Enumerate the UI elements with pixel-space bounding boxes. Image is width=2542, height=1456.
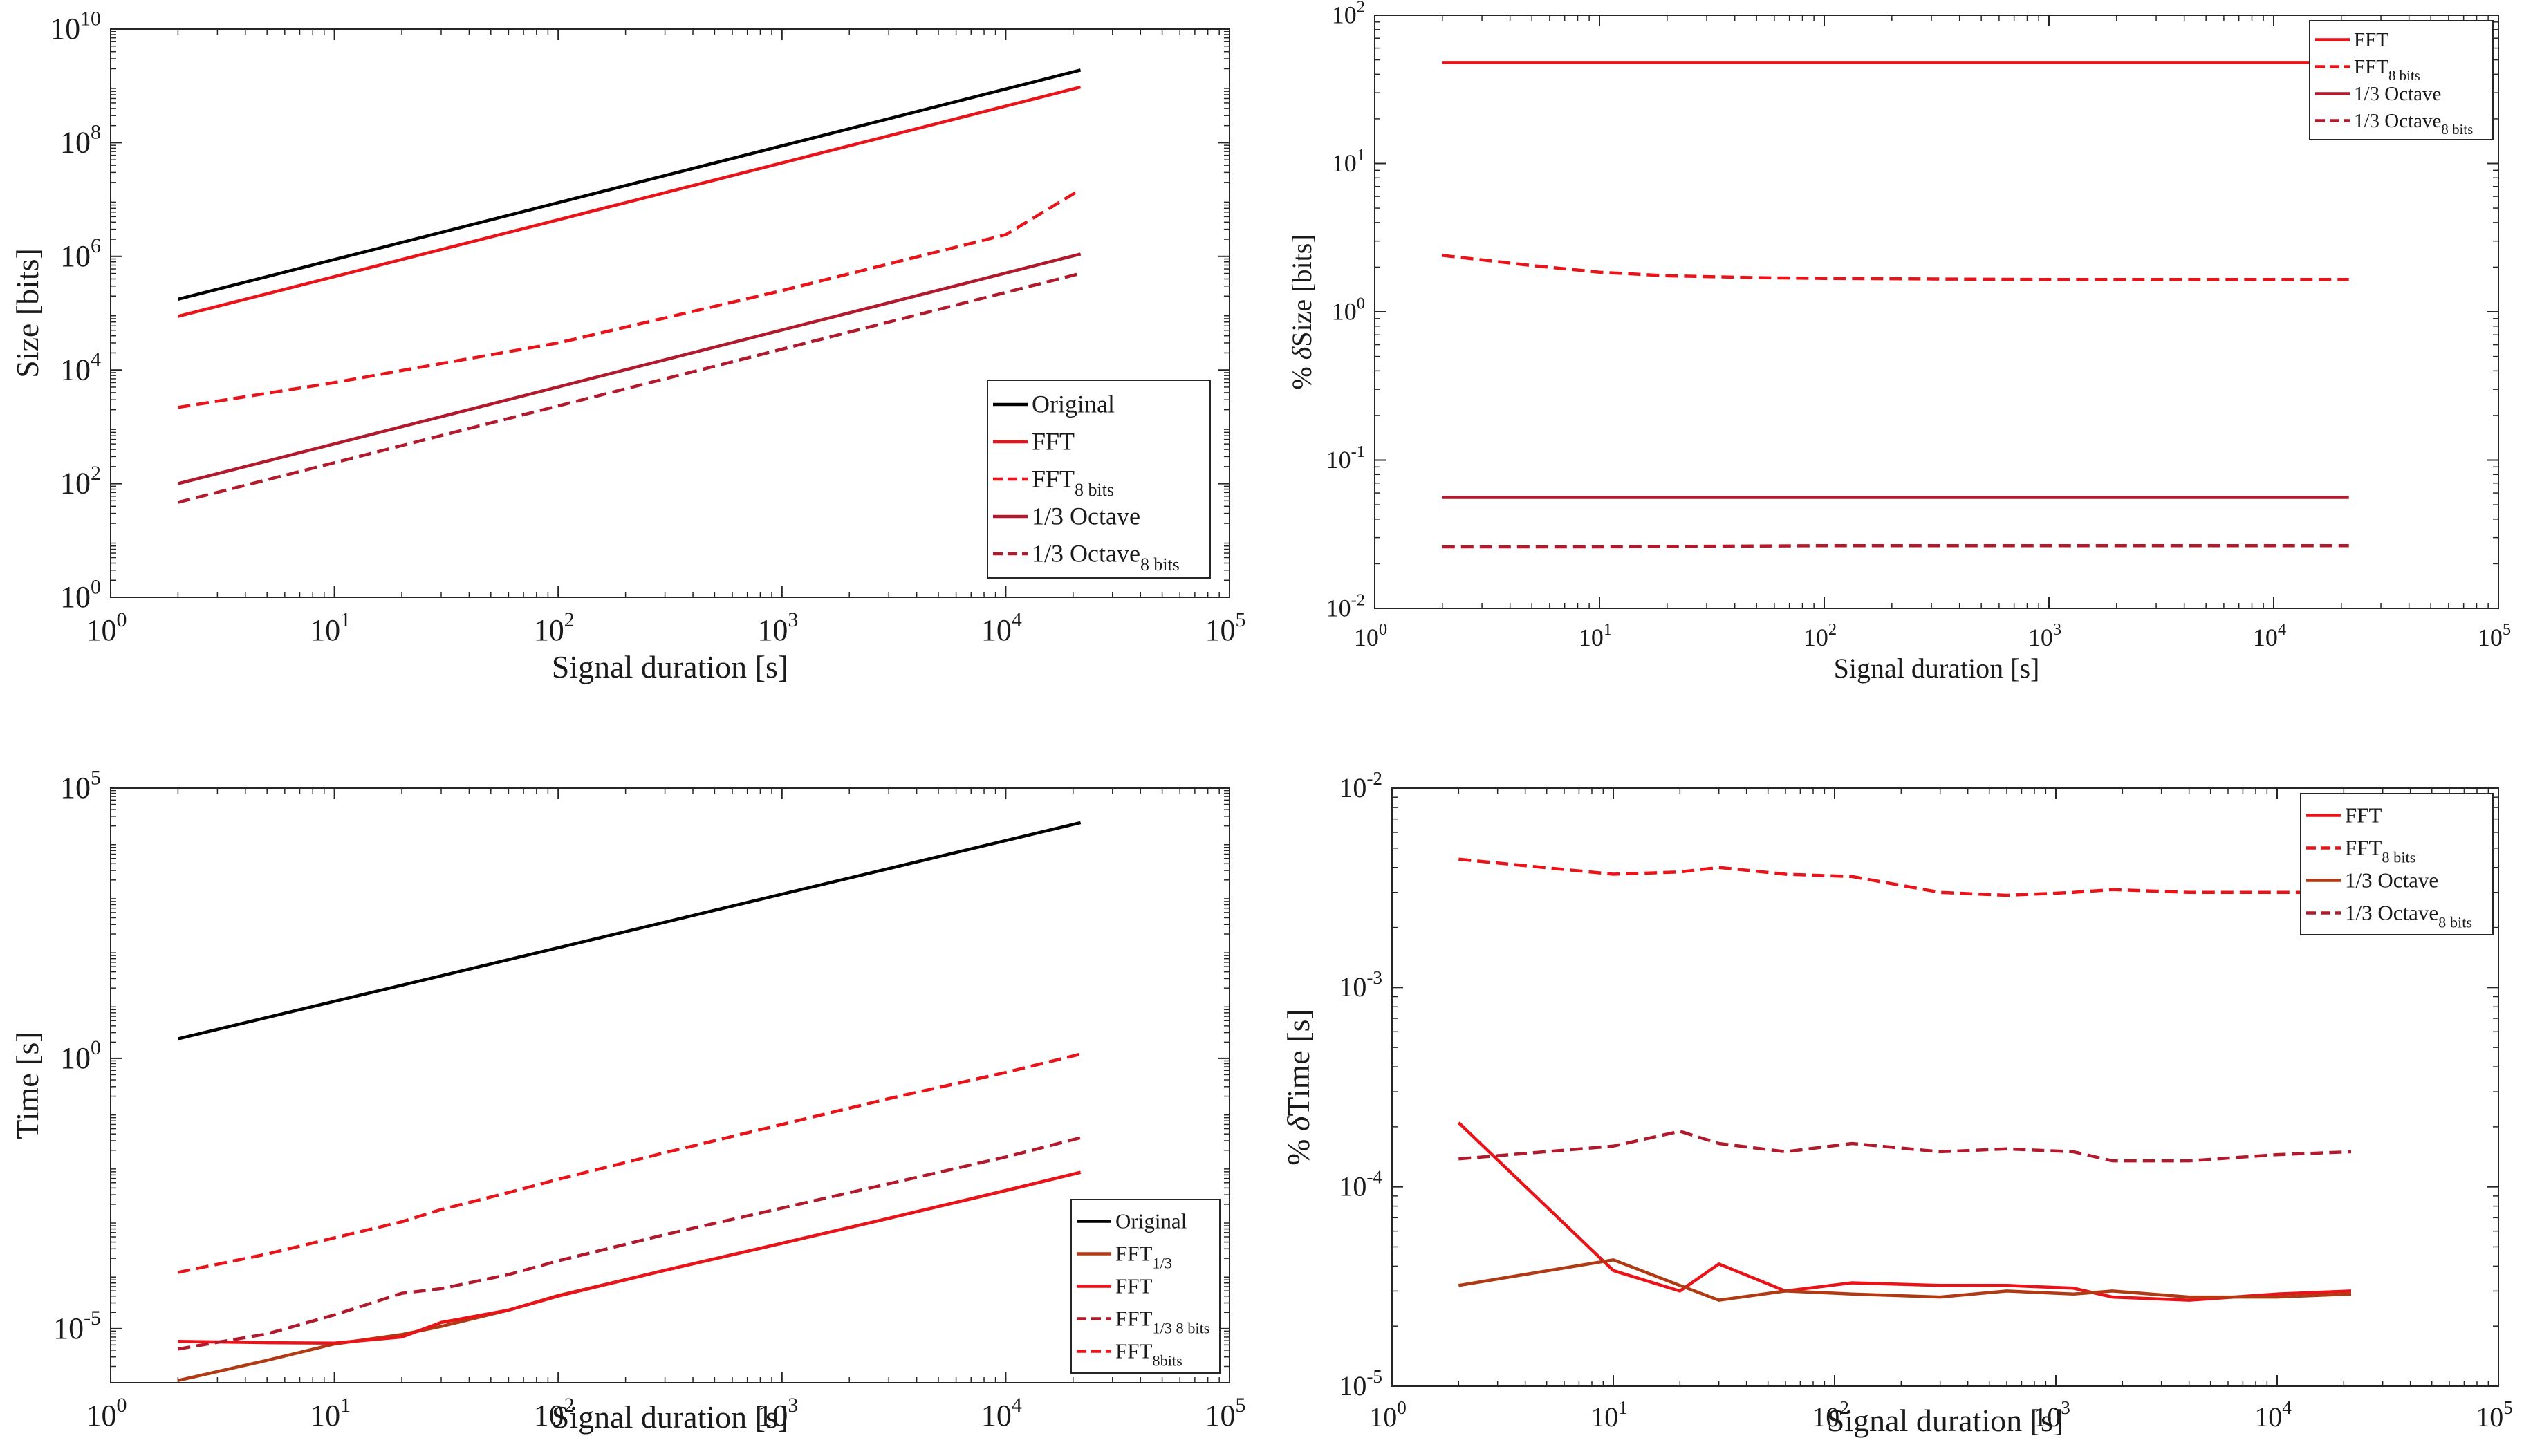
x-tick-label: 102 [534, 608, 575, 647]
y-tick-label: 10-1 [1326, 442, 1365, 474]
chart-size-svg: 100 101 102 103 104 105 100 102 104 106 108 1010 Sig… [10, 7, 1246, 684]
chart-delta-size: 100 101 102 103 104 105 10-2 10-1 100 101 102 Signa… [1271, 0, 2542, 712]
legend-label: 1/3 Octave [1032, 503, 1140, 530]
legend-label: FFT8bits [1115, 1338, 1182, 1369]
y-tick-label: 100 [60, 575, 101, 614]
legend-label: Original [1032, 391, 1115, 418]
legend-label: FFT [2354, 29, 2388, 51]
chart-time: 100 101 102 103 104 105 10-5 100 105 Signal durat… [0, 726, 1271, 1453]
series-line [1458, 1258, 2352, 1302]
y-tick-label: 10-2 [1326, 590, 1365, 622]
series-line [178, 188, 1082, 409]
series-line [177, 821, 1082, 1040]
x-tick-label: 101 [310, 1394, 351, 1432]
y-tick-label: 108 [60, 121, 101, 160]
legend-label: 1/3 Octave8 bits [2354, 110, 2473, 138]
legend-label: FFT1/3 [1115, 1241, 1172, 1271]
legend-label: 1/3 Octave8 bits [1032, 540, 1180, 575]
x-tick-label: 104 [2253, 620, 2286, 651]
series-line [177, 1052, 1082, 1274]
legend-label: FFT [1032, 428, 1075, 456]
y-tick-label: 104 [60, 348, 101, 386]
x-axis-label: Signal duration [s] [1827, 1403, 2063, 1438]
chart-delta-time: 100 101 102 103 104 105 10-5 10-4 10-3 10-2 Signal… [1271, 726, 2542, 1453]
x-tick-label: 105 [1205, 1394, 1246, 1432]
series-line [1458, 1130, 2352, 1163]
x-axis-label: Signal duration [s] [552, 649, 788, 684]
legend-label: FFT8 bits [2345, 835, 2415, 866]
legend-label: 1/3 Octave8 bits [2345, 900, 2472, 931]
y-tick-label: 106 [60, 234, 101, 273]
x-tick-label: 105 [1205, 608, 1246, 647]
legend-label: FFT [1115, 1273, 1152, 1298]
x-tick-label: 102 [1803, 620, 1837, 651]
y-tick-label: 100 [60, 1036, 101, 1075]
y-tick-label: 10-4 [1339, 1166, 1382, 1202]
legend-label: 1/3 Octave [2345, 868, 2438, 892]
y-tick-label: 101 [1332, 146, 1365, 177]
series-line [178, 1170, 1082, 1345]
legend-box [2300, 793, 2494, 935]
chart-delta-time-svg: 100 101 102 103 104 105 10-5 10-4 10-3 10-2 Signal… [1281, 768, 2513, 1438]
x-axis-label: Signal duration [s] [1834, 653, 2040, 684]
x-tick-label: 103 [757, 1394, 798, 1432]
y-tick-label: 102 [60, 462, 101, 501]
legend-label: FFT [2345, 803, 2382, 827]
legend-label: FFT8 bits [2354, 56, 2420, 84]
x-tick-label: 103 [757, 608, 798, 647]
y-axis-label: % δSize [bits] [1286, 234, 1317, 389]
y-tick-label: 10-5 [53, 1307, 101, 1345]
y-tick-label: 10-2 [1339, 768, 1382, 803]
y-tick-label: 10-3 [1339, 967, 1382, 1002]
chart-time-svg: 100 101 102 103 104 105 10-5 100 105 Signal durat… [10, 766, 1246, 1435]
series-line [1458, 857, 2351, 897]
axes-box [110, 787, 1230, 1383]
series-line [177, 68, 1082, 301]
x-tick-label: 102 [534, 1394, 575, 1432]
y-axis-label: Time [s] [10, 1032, 45, 1139]
y-axis-label: Size [bits] [10, 248, 45, 378]
x-tick-label: 100 [1369, 1397, 1407, 1432]
y-tick-label: 102 [1332, 0, 1365, 29]
y-tick-label: 10-5 [1339, 1366, 1382, 1401]
y-tick-label: 100 [1332, 294, 1365, 325]
x-tick-label: 100 [1354, 620, 1387, 651]
legend-label: FFT1/3 8 bits [1115, 1306, 1209, 1336]
x-tick-label: 103 [2033, 1397, 2070, 1432]
series-line [1457, 1121, 2352, 1302]
x-tick-label: 102 [1812, 1397, 1849, 1432]
legend-label: 1/3 Octave [2354, 83, 2441, 105]
y-axis-label: % δTime [s] [1281, 1009, 1316, 1166]
x-tick-label: 100 [86, 608, 127, 647]
x-tick-label: 101 [1579, 620, 1612, 651]
legend-label: FFT8 bits [1032, 465, 1114, 501]
x-tick-label: 105 [2478, 620, 2511, 651]
x-tick-label: 101 [310, 608, 351, 647]
x-tick-label: 104 [2254, 1397, 2292, 1432]
x-tick-label: 105 [2476, 1397, 2513, 1432]
x-tick-label: 100 [86, 1394, 127, 1432]
series-line [177, 272, 1082, 504]
legend-label: Original [1115, 1208, 1187, 1233]
x-tick-label: 103 [2028, 620, 2061, 651]
y-tick-label: 105 [60, 766, 101, 805]
y-tick-label: 1010 [50, 7, 101, 46]
series-line [1442, 543, 2349, 549]
chart-delta-size-svg: 100 101 102 103 104 10510-210-1100101102Signa… [1286, 0, 2511, 684]
chart-size: 100 101 102 103 104 105 100 102 104 106 108 1010 Sig… [0, 0, 1271, 712]
series-line [1442, 254, 2349, 281]
x-tick-label: 104 [981, 1394, 1022, 1432]
x-axis-label: Signal duration [s] [552, 1399, 788, 1435]
series-line [177, 85, 1082, 318]
x-tick-label: 101 [1590, 1397, 1628, 1432]
series-line [178, 1136, 1082, 1351]
x-tick-label: 104 [981, 608, 1022, 647]
series-line [177, 252, 1082, 485]
